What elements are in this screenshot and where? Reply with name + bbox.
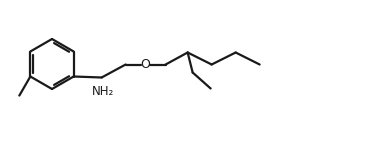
Text: O: O [141, 58, 151, 71]
Text: NH₂: NH₂ [92, 85, 114, 98]
